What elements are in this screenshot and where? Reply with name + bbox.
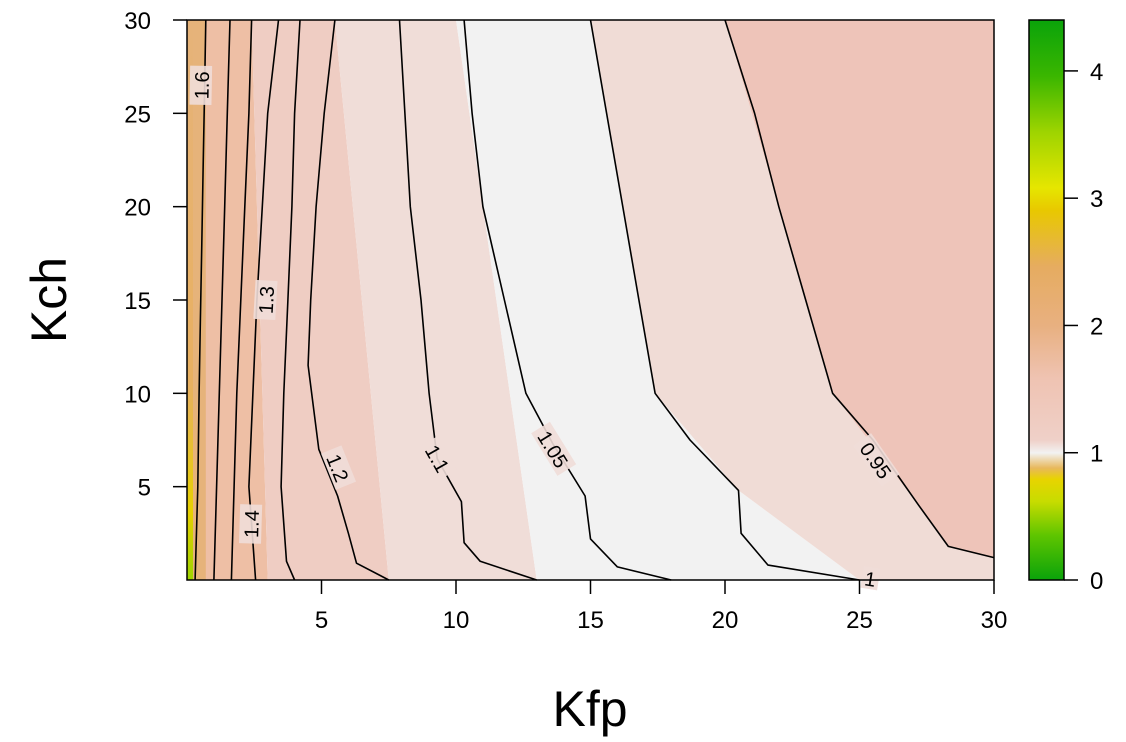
x-tick-label-30: 30 <box>981 607 1008 634</box>
contour-label-1.4: 1.4 <box>239 504 264 544</box>
contour-label-bg <box>860 565 881 591</box>
region-1.1-1.2 <box>334 20 537 580</box>
contour-label-1.3: 1.3 <box>253 279 280 321</box>
colorbar-frame <box>1028 19 1065 581</box>
contour-label-bg <box>853 433 900 487</box>
colorbar-tick-label-2: 2 <box>1090 313 1103 340</box>
x-tick-label-25: 25 <box>846 607 873 634</box>
y-tick-label-15: 15 <box>124 288 151 315</box>
colorbar-axis: 0 1 2 3 4 <box>1064 59 1103 595</box>
region-0-0.95 <box>725 20 994 558</box>
contour-label-text: 1.3 <box>256 286 280 315</box>
contour-line-1 <box>589 19 860 581</box>
contour-line-0.95 <box>724 19 995 559</box>
y-axis: 5 10 15 20 25 30 <box>124 8 187 502</box>
region-1.2-1.3 <box>251 20 389 580</box>
colorbar-gradient <box>1029 20 1064 580</box>
y-tick-label-20: 20 <box>124 195 151 222</box>
filled-regions <box>187 20 994 580</box>
y-tick-label-30: 30 <box>124 8 151 35</box>
contour-label-bg <box>321 445 357 490</box>
contour-label-text: 1.4 <box>241 510 264 538</box>
colorbar-tick-label-1: 1 <box>1090 441 1103 468</box>
left-edge-gradient <box>187 20 193 580</box>
contour-line-1.1 <box>398 19 537 581</box>
contour-line-1.5 <box>213 19 231 581</box>
contour-label-text: 1.6 <box>192 71 214 99</box>
contour-label-bg <box>253 279 278 321</box>
contour-line-1.4 <box>230 19 253 581</box>
colorbar-tick-label-0: 0 <box>1090 568 1103 595</box>
y-tick-label-10: 10 <box>124 381 151 408</box>
colorbar-tick-label-4: 4 <box>1090 59 1103 86</box>
contour-line-1.2 <box>307 19 390 581</box>
y-tick-label-5: 5 <box>138 475 151 502</box>
x-tick-label-5: 5 <box>315 607 328 634</box>
colorbar: 0 1 2 3 4 <box>1028 19 1103 595</box>
region-1.3-1.6 <box>205 20 268 580</box>
contour-label-bg <box>531 421 577 476</box>
contour-label-bg <box>189 65 213 105</box>
contour-label-bg <box>239 504 263 544</box>
contour-line-1.05 <box>463 19 672 581</box>
contour-label-1.6: 1.6 <box>189 65 214 105</box>
y-axis-title: Kch <box>21 257 77 343</box>
contour-label-bg <box>418 435 458 481</box>
x-tick-label-20: 20 <box>712 607 739 634</box>
y-tick-label-25: 25 <box>124 101 151 128</box>
x-tick-label-10: 10 <box>443 607 470 634</box>
x-tick-label-15: 15 <box>577 607 604 634</box>
x-axis-title: Kfp <box>552 681 627 737</box>
x-axis: 5 10 15 20 25 30 <box>315 580 1008 634</box>
contour-line-1.25 <box>280 19 301 581</box>
region-0.95-1 <box>590 20 994 580</box>
contour-line-1.6 <box>194 19 207 581</box>
colorbar-tick-label-3: 3 <box>1090 186 1103 213</box>
